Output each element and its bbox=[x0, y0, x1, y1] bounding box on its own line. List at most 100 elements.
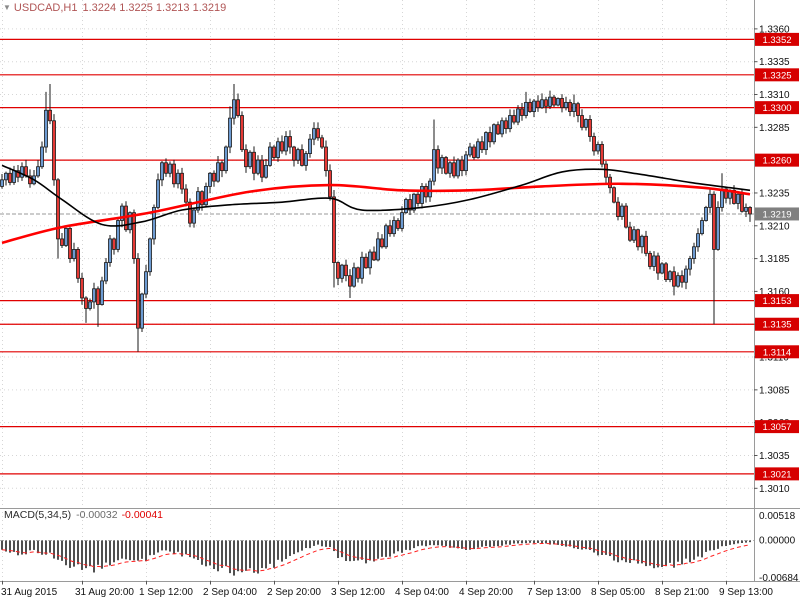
candle-down bbox=[96, 288, 100, 305]
candle-up bbox=[376, 238, 380, 261]
candle-down bbox=[300, 149, 304, 166]
candle-down bbox=[408, 199, 412, 211]
time-tick-label: 31 Aug 2015 bbox=[1, 587, 58, 598]
candle-down bbox=[612, 187, 616, 203]
candle-down bbox=[740, 193, 744, 212]
candle-down bbox=[8, 172, 12, 183]
candle-down bbox=[416, 193, 420, 204]
candle-up bbox=[640, 235, 644, 248]
candle-up bbox=[0, 179, 4, 187]
macd-tick-label: 0.00000 bbox=[759, 535, 796, 546]
level-price-tag[interactable]: 1.3325 bbox=[755, 68, 799, 82]
candle-up bbox=[720, 188, 724, 208]
candle-up bbox=[88, 301, 92, 309]
candle-up bbox=[4, 172, 8, 181]
candle-up bbox=[144, 271, 148, 295]
price-axis[interactable]: 1.3360 1.3335 1.3310 1.3285 1.3260 1.3235 1.32… bbox=[754, 24, 799, 584]
candle-down bbox=[460, 159, 464, 172]
symbol-dropdown-icon[interactable]: ▼ bbox=[3, 3, 11, 12]
candle-up bbox=[700, 220, 704, 235]
price-tick-label: 1.3360 bbox=[759, 24, 790, 35]
candle-up bbox=[340, 264, 344, 279]
level-tag-text: 1.3057 bbox=[762, 422, 791, 433]
level-tag-bg bbox=[755, 101, 799, 115]
candle-down bbox=[180, 172, 184, 190]
candlestick-series[interactable] bbox=[0, 84, 752, 352]
level-price-tag[interactable]: 1.3057 bbox=[755, 420, 799, 434]
level-tag-bg bbox=[755, 317, 799, 331]
candle-up bbox=[540, 99, 544, 109]
level-price-tag[interactable]: 1.3135 bbox=[755, 317, 799, 331]
panel-frame bbox=[0, 0, 800, 582]
candle-down bbox=[488, 132, 492, 143]
chart-header-label: ▼ USDCAD,H1 1.3224 1.3225 1.3213 1.3219 bbox=[3, 2, 226, 14]
candle-up bbox=[684, 268, 688, 283]
candle-up bbox=[736, 193, 740, 204]
price-tick-label: 1.3235 bbox=[759, 188, 790, 199]
level-tag-text: 1.3325 bbox=[762, 70, 791, 81]
candle-up bbox=[632, 229, 636, 241]
time-tick-label: 31 Aug 20:00 bbox=[75, 587, 134, 598]
price-tick-label: 1.3310 bbox=[759, 90, 790, 101]
candle-up bbox=[564, 101, 568, 109]
candle-down bbox=[680, 275, 684, 283]
macd-panel[interactable] bbox=[0, 539, 754, 576]
candle-down bbox=[60, 238, 64, 246]
candle-down bbox=[324, 146, 328, 172]
candle-down bbox=[496, 124, 500, 135]
candle-up bbox=[268, 146, 272, 166]
candle-up bbox=[284, 136, 288, 152]
level-price-tag[interactable]: 1.3260 bbox=[755, 153, 799, 167]
grid-lines bbox=[0, 0, 754, 581]
candle-down bbox=[348, 275, 352, 287]
candle-up bbox=[100, 280, 104, 305]
candle-up bbox=[116, 220, 120, 250]
candle-down bbox=[600, 143, 604, 165]
candle-down bbox=[560, 98, 564, 109]
macd-indicator-label: MACD(5,34,5) -0.00032 -0.00041 bbox=[4, 509, 163, 521]
candle-down bbox=[452, 162, 456, 177]
candle-down bbox=[220, 162, 224, 172]
price-tick-label: 1.3035 bbox=[759, 451, 790, 462]
level-tag-text: 1.3260 bbox=[762, 156, 791, 167]
macd-signal-value: -0.00041 bbox=[121, 509, 164, 521]
candle-up bbox=[696, 233, 700, 248]
candle-up bbox=[744, 207, 748, 212]
candle-up bbox=[168, 163, 172, 174]
candle-up bbox=[492, 124, 496, 143]
level-price-tag[interactable]: 1.3300 bbox=[755, 101, 799, 115]
candle-down bbox=[212, 172, 216, 182]
candle-down bbox=[568, 101, 572, 112]
candle-up bbox=[296, 149, 300, 161]
candle-down bbox=[592, 136, 596, 152]
candle-down bbox=[472, 146, 476, 158]
level-price-tag[interactable]: 1.3114 bbox=[755, 345, 799, 359]
level-tag-bg bbox=[755, 68, 799, 82]
candle-down bbox=[68, 228, 72, 259]
candle-up bbox=[556, 98, 560, 106]
level-price-tag[interactable]: 1.3021 bbox=[755, 467, 799, 481]
support-resistance-lines[interactable] bbox=[0, 38, 754, 475]
level-tag-text: 1.3135 bbox=[762, 320, 791, 331]
time-tick-label: 4 Sep 04:00 bbox=[395, 587, 449, 598]
candle-down bbox=[136, 258, 140, 329]
price-tick-label: 1.3010 bbox=[759, 484, 790, 495]
time-axis[interactable]: 31 Aug 2015 31 Aug 20:00 1 Sep 12:00 2 Sep … bbox=[1, 581, 773, 598]
candle-up bbox=[20, 166, 24, 178]
candle-down bbox=[240, 115, 244, 151]
candle-up bbox=[120, 205, 124, 221]
candle-down bbox=[608, 176, 612, 189]
level-price-tag[interactable]: 1.3352 bbox=[755, 32, 799, 46]
level-price-tag[interactable]: 1.3153 bbox=[755, 294, 799, 308]
candle-down bbox=[28, 175, 32, 185]
macd-main-value: -0.00032 bbox=[76, 509, 118, 521]
candle-up bbox=[620, 205, 624, 217]
candle-up bbox=[108, 238, 112, 263]
candle-down bbox=[656, 255, 660, 274]
candle-up bbox=[660, 263, 664, 274]
current-tag-bg bbox=[755, 207, 799, 221]
candle-down bbox=[344, 264, 348, 277]
candle-down bbox=[528, 101, 532, 112]
